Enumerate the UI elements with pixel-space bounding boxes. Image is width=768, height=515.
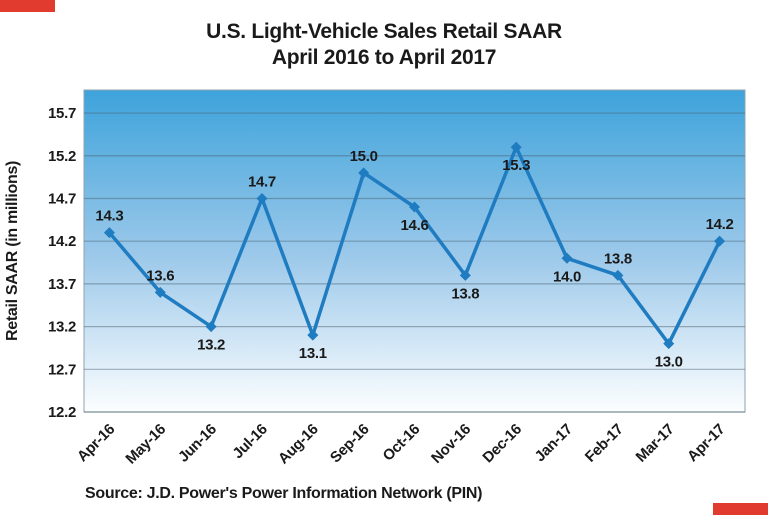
data-point-marker bbox=[307, 329, 319, 341]
data-point-label: 13.8 bbox=[604, 250, 632, 267]
data-point-label: 15.0 bbox=[350, 148, 378, 165]
x-tick-label: Oct-16 bbox=[380, 421, 424, 465]
x-tick-label: Mar-17 bbox=[633, 421, 678, 466]
data-point-marker bbox=[663, 338, 675, 350]
data-point-label: 13.6 bbox=[146, 267, 174, 284]
x-tick-label: Nov-16 bbox=[428, 421, 474, 467]
data-point-marker bbox=[714, 235, 726, 247]
x-tick-label: Jun-16 bbox=[175, 421, 220, 466]
y-tick-label: 12.2 bbox=[48, 404, 76, 421]
y-tick-label: 14.2 bbox=[48, 233, 76, 250]
x-tick-label: Jul-16 bbox=[229, 421, 270, 462]
x-tick-label: Jan-17 bbox=[532, 421, 576, 465]
y-tick-label: 15.7 bbox=[48, 105, 76, 122]
accent-bar-top-left bbox=[0, 0, 55, 12]
data-point-marker bbox=[561, 252, 573, 264]
data-point-marker bbox=[154, 286, 166, 298]
plot-area bbox=[83, 89, 746, 413]
data-point-label: 14.3 bbox=[95, 208, 123, 225]
source-note: Source: J.D. Power's Power Information N… bbox=[85, 485, 483, 502]
x-tick-label: May-16 bbox=[122, 421, 169, 468]
data-point-label: 14.0 bbox=[553, 268, 581, 285]
data-point-label: 15.3 bbox=[502, 157, 530, 174]
data-point-marker bbox=[612, 269, 624, 281]
x-tick-label: Feb-17 bbox=[582, 421, 627, 466]
x-tick-label: Apr-16 bbox=[74, 421, 118, 465]
data-point-marker bbox=[459, 269, 471, 281]
accent-bar-bottom-right bbox=[713, 503, 768, 515]
x-tick-label: Dec-16 bbox=[479, 421, 525, 467]
data-point-label: 13.8 bbox=[451, 285, 479, 302]
y-tick-label: 12.7 bbox=[48, 361, 76, 378]
chart-title-line2: April 2016 to April 2017 bbox=[271, 46, 497, 69]
data-point-marker bbox=[358, 167, 370, 179]
x-tick-label: Apr-17 bbox=[684, 421, 728, 465]
data-point-marker bbox=[205, 321, 217, 333]
data-point-label: 13.1 bbox=[299, 345, 327, 362]
y-tick-label: 13.2 bbox=[48, 319, 76, 336]
data-point-label: 13.0 bbox=[655, 354, 683, 371]
data-point-label: 13.2 bbox=[197, 337, 225, 354]
chart-title-line1: U.S. Light-Vehicle Sales Retail SAAR bbox=[206, 20, 562, 43]
data-point-marker bbox=[256, 192, 268, 204]
y-tick-label: 15.2 bbox=[48, 148, 76, 165]
data-point-label: 14.7 bbox=[248, 173, 276, 190]
data-point-marker bbox=[510, 141, 522, 153]
x-tick-label: Aug-16 bbox=[275, 421, 322, 468]
x-tick-label: Sep-16 bbox=[327, 421, 373, 467]
data-point-marker bbox=[103, 227, 115, 239]
data-point-label: 14.2 bbox=[706, 216, 734, 233]
y-tick-label: 13.7 bbox=[48, 276, 76, 293]
chart-title-block: U.S. Light-Vehicle Sales Retail SAAR Apr… bbox=[0, 19, 768, 71]
y-tick-label: 14.7 bbox=[48, 190, 76, 207]
data-point-label: 14.6 bbox=[401, 217, 429, 234]
data-point-marker bbox=[409, 201, 420, 213]
